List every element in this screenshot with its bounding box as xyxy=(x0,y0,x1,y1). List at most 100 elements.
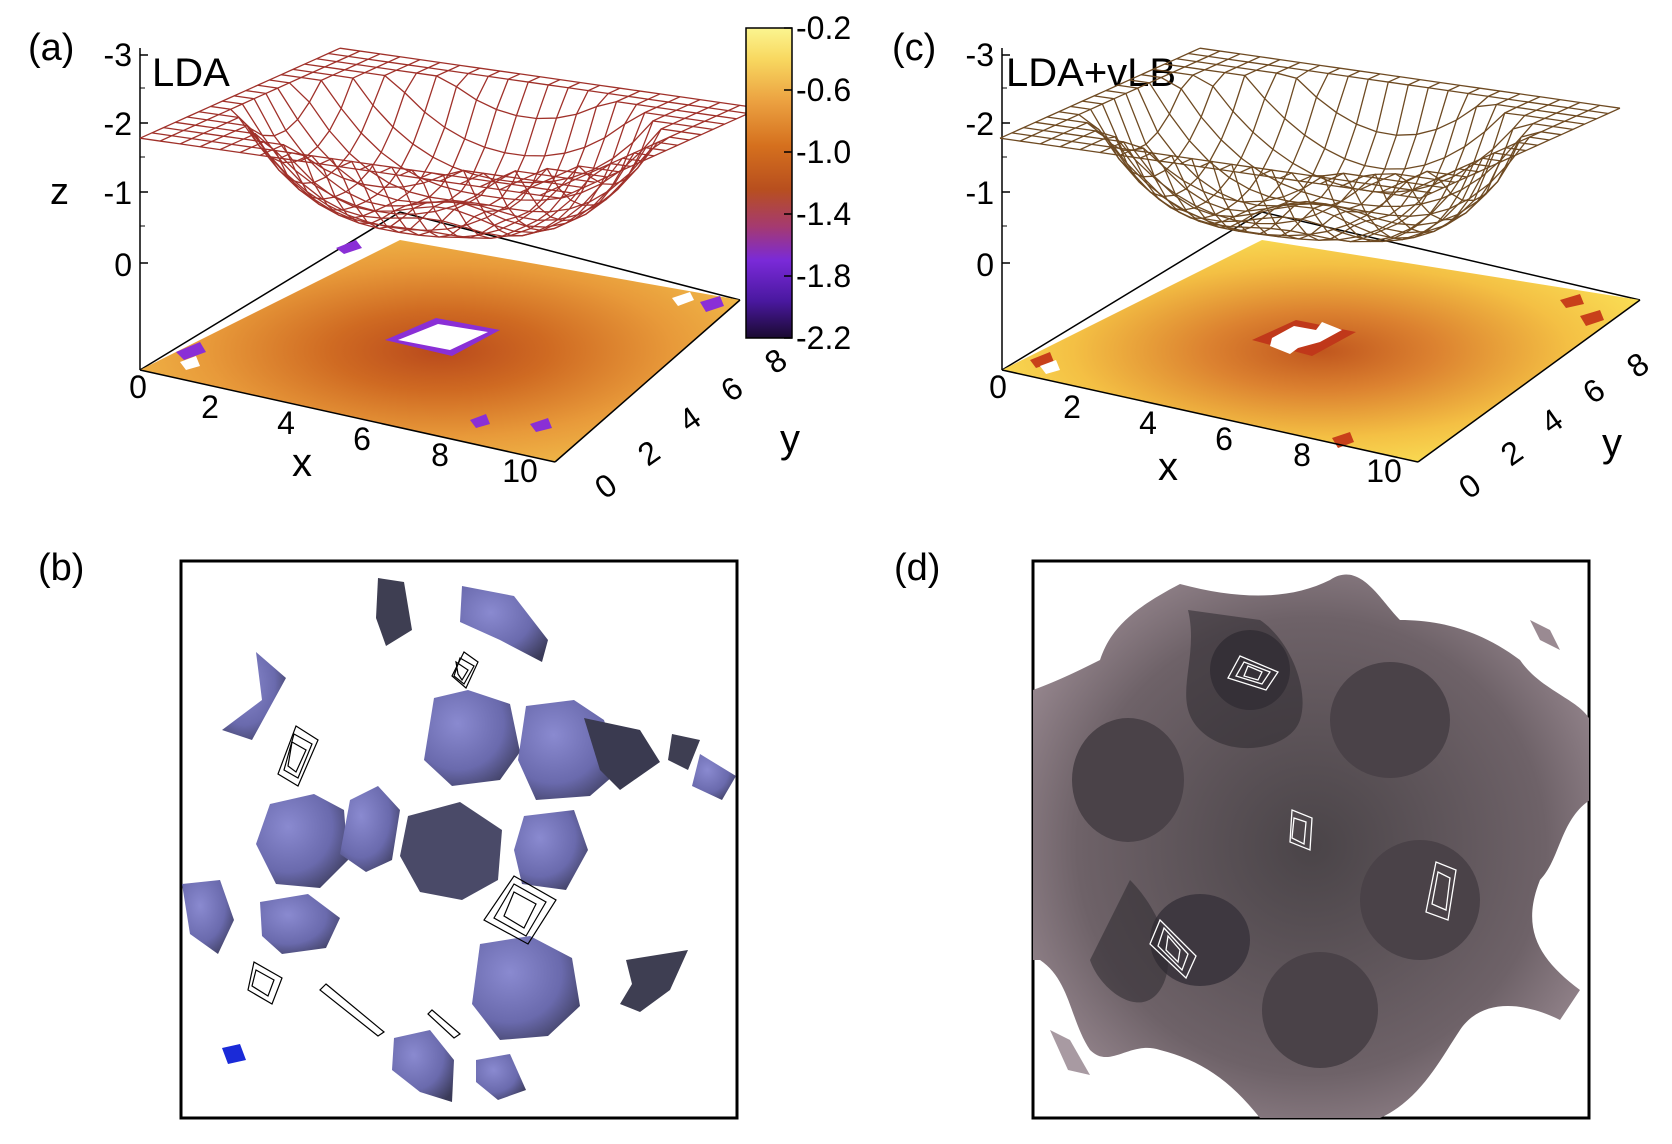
contour-markers-b xyxy=(247,651,557,1039)
isosurface-blob xyxy=(460,586,548,662)
mesh-line xyxy=(186,116,608,232)
y-axis-title: y xyxy=(1602,421,1622,465)
z-tick-label: 0 xyxy=(114,247,132,283)
mesh-line xyxy=(1139,67,1341,225)
panel-a: (a) LDA -3 -2 -1 0 z xyxy=(28,10,851,506)
colorbar: -0.2 -0.6 -1.0 -1.4 -1.8 -2.2 xyxy=(745,10,851,356)
mesh-line xyxy=(399,84,601,239)
z-tick-label: 0 xyxy=(976,247,994,283)
z-axis-title: z xyxy=(50,171,69,213)
x-tick-label: 6 xyxy=(353,421,371,457)
panel-b-label: (b) xyxy=(38,547,84,589)
mesh-line xyxy=(339,76,541,234)
mesh-line xyxy=(316,58,737,120)
x-axis-c: 0 2 4 6 8 10 x xyxy=(989,369,1402,489)
x-tick-label: 0 xyxy=(129,369,147,405)
mesh-line xyxy=(1188,52,1609,115)
mesh-line xyxy=(1179,73,1381,232)
panel-c-label: (c) xyxy=(892,27,936,69)
isosurface-blob xyxy=(584,718,660,790)
mesh-line xyxy=(198,111,619,238)
mesh-line xyxy=(210,105,631,239)
isosurface-fragment xyxy=(1530,620,1560,650)
z-tick-label: -3 xyxy=(966,37,994,73)
x-tick-label: 0 xyxy=(989,369,1007,405)
heatmap-core-hole-c xyxy=(1270,322,1342,354)
isosurface-blob xyxy=(424,690,520,786)
mesh-line xyxy=(559,107,761,199)
colorbar-scale xyxy=(745,27,793,339)
mesh-line xyxy=(139,137,561,199)
x-tick-label: 6 xyxy=(1215,421,1233,457)
mesh-line xyxy=(1419,107,1621,199)
mesh-line xyxy=(1119,64,1321,220)
mesh-line xyxy=(1129,79,1550,217)
colorbar-tick-label: -0.2 xyxy=(796,10,851,46)
mesh-line xyxy=(163,126,584,189)
heatmap-core-hole-a xyxy=(398,324,488,350)
z-tick-label: -2 xyxy=(104,106,132,142)
mesh-line xyxy=(379,81,581,238)
mesh-line xyxy=(1279,87,1481,243)
heatmap-edge-patches-a xyxy=(176,240,724,432)
mesh-line xyxy=(1159,70,1361,228)
y-tick-label: 4 xyxy=(1534,401,1569,441)
isosurface-blob xyxy=(392,1030,454,1102)
y-tick-label: 6 xyxy=(1576,371,1611,411)
mesh-line xyxy=(339,47,761,109)
y-tick-label: 2 xyxy=(1494,433,1529,473)
mesh-line xyxy=(1164,63,1585,170)
wireframe-mesh-a xyxy=(139,47,761,239)
colorbar-tick-label: -2.2 xyxy=(796,320,851,356)
z-axis-a: -3 -2 -1 0 z xyxy=(50,37,148,370)
mesh-line xyxy=(359,79,561,236)
z-tick-label: -1 xyxy=(966,175,994,211)
isosurface-blob xyxy=(472,936,580,1040)
z-tick-label: -1 xyxy=(104,175,132,211)
isosurface-blob xyxy=(400,802,502,900)
mesh-line xyxy=(179,53,381,145)
isosurface-blob xyxy=(376,578,412,646)
mesh-line xyxy=(281,74,702,201)
x-tick-label: 10 xyxy=(1366,453,1402,489)
isosurface-blob xyxy=(182,880,234,954)
mesh-line xyxy=(1039,53,1241,152)
x-tick-label: 2 xyxy=(201,389,219,425)
isosurface-blob xyxy=(222,1044,246,1064)
mesh-line xyxy=(1299,90,1501,243)
y-tick-label: 8 xyxy=(758,341,793,381)
panel-a-label: (a) xyxy=(28,27,74,69)
mesh-line xyxy=(151,132,572,194)
mesh-line xyxy=(328,52,749,115)
mesh-line xyxy=(1259,84,1461,241)
isosurface-blob xyxy=(692,754,736,800)
z-tick-label: -2 xyxy=(966,106,994,142)
panel-d-label: (d) xyxy=(894,547,940,589)
isosurface-cavity xyxy=(1360,840,1480,960)
z-axis-c: -3 -2 -1 0 xyxy=(966,37,1010,370)
mesh-line xyxy=(1219,79,1421,238)
mesh-line xyxy=(1176,58,1597,136)
mesh-line xyxy=(304,63,725,157)
mesh-line xyxy=(269,79,690,213)
contour-markers-d xyxy=(1149,655,1457,980)
mesh-line xyxy=(1141,74,1562,208)
mesh-line xyxy=(1019,50,1221,142)
mesh-line xyxy=(1099,61,1301,211)
x-tick-label: 10 xyxy=(502,453,538,489)
mesh-line xyxy=(319,73,521,230)
x-tick-label: 8 xyxy=(1293,437,1311,473)
x-tick-label: 2 xyxy=(1063,389,1081,425)
panel-a-title: LDA xyxy=(152,51,230,95)
mesh-line xyxy=(499,99,701,206)
colorbar-tick-label: -1.4 xyxy=(796,196,851,232)
y-tick-label: 8 xyxy=(1620,345,1655,385)
isosurface-vlb xyxy=(1033,574,1589,1118)
y-tick-label: 6 xyxy=(714,369,749,409)
floor-back-edges xyxy=(139,211,741,371)
mesh-line xyxy=(1105,89,1526,234)
colorbar-tick-label: -0.6 xyxy=(796,72,851,108)
mesh-line xyxy=(259,64,461,211)
y-axis-title: y xyxy=(780,417,800,461)
